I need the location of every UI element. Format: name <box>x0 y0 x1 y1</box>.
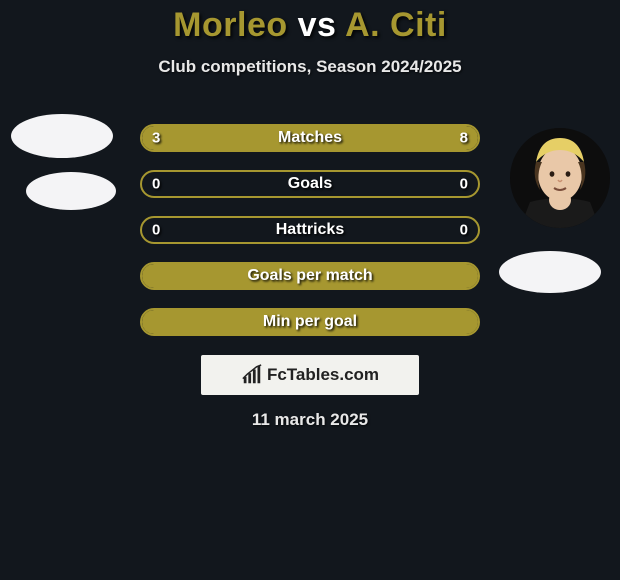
stat-row-goals: Goals00 <box>140 170 480 198</box>
comparison-title: Morleo vs A. Citi <box>0 0 620 45</box>
stat-row-matches: Matches38 <box>140 124 480 152</box>
chart-icon <box>241 364 263 386</box>
stat-left-fill <box>142 126 233 150</box>
site-logo: FcTables.com <box>201 355 419 395</box>
stat-track <box>140 308 480 336</box>
player2-photo <box>510 128 610 228</box>
stat-row-goals-per-match: Goals per match <box>140 262 480 290</box>
player2-name: A. Citi <box>345 6 447 44</box>
date-line: 11 march 2025 <box>0 410 620 430</box>
stat-track <box>140 262 480 290</box>
stat-right-fill <box>233 126 478 150</box>
stat-track <box>140 216 480 244</box>
stat-left-fill <box>142 264 478 288</box>
stat-track <box>140 124 480 152</box>
badge-right-1 <box>499 251 601 293</box>
badge-left-1 <box>11 114 113 158</box>
subtitle: Club competitions, Season 2024/2025 <box>0 57 620 77</box>
stats-bars: Matches38 Goals00 Hattricks00 Goals per mat… <box>140 124 480 354</box>
player1-name: Morleo <box>173 6 287 44</box>
badge-left-2 <box>26 172 116 210</box>
stat-row-min-per-goal: Min per goal <box>140 308 480 336</box>
stat-row-hattricks: Hattricks00 <box>140 216 480 244</box>
stat-track <box>140 170 480 198</box>
site-logo-text: FcTables.com <box>267 365 379 385</box>
player2-photo-svg <box>510 128 610 228</box>
vs-text: vs <box>298 6 337 44</box>
stat-left-fill <box>142 310 478 334</box>
